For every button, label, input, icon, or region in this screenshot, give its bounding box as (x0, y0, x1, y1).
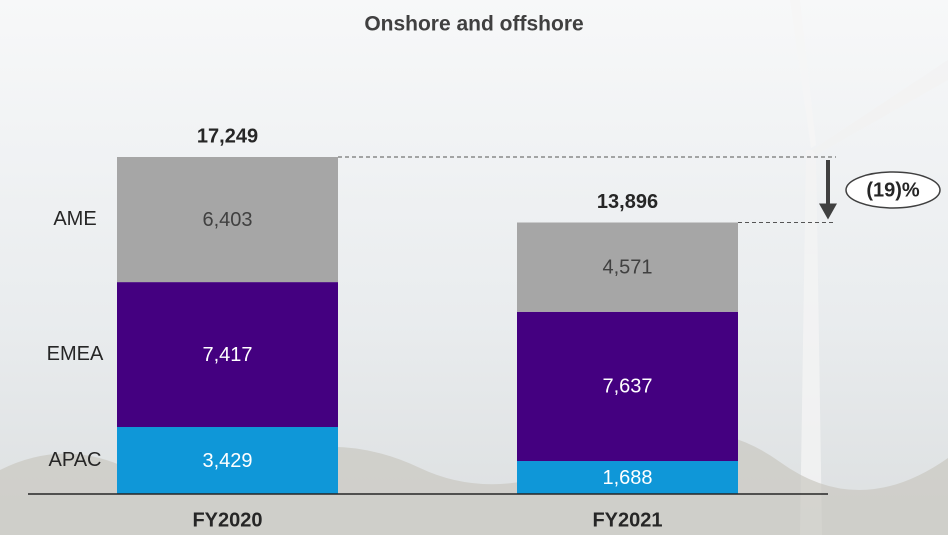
bar-segment (117, 427, 338, 494)
value-label: 1,688 (602, 467, 652, 489)
category-label: FY2021 (592, 509, 662, 531)
series-label: EMEA (47, 343, 104, 365)
total-label: 17,249 (197, 125, 258, 147)
chart-title: Onshore and offshore (364, 13, 583, 36)
turbine (790, 0, 948, 535)
annotation-bubble (845, 171, 941, 209)
category-label: FY2020 (192, 509, 262, 531)
bar-segment (117, 282, 338, 428)
value-label: 7,637 (602, 376, 652, 398)
annotation: (19)% (866, 179, 920, 201)
bar-segment (517, 311, 738, 462)
value-label: 7,417 (202, 344, 252, 366)
value-label: 6,403 (202, 209, 252, 231)
value-label: 3,429 (202, 450, 252, 472)
value-label: 4,571 (602, 256, 652, 278)
bar-segment (517, 222, 738, 312)
total-label: 13,896 (597, 191, 658, 213)
series-label: APAC (49, 449, 102, 471)
change-arrowhead (819, 203, 837, 220)
bar-segment (517, 461, 738, 494)
bar-segment (117, 157, 338, 283)
series-label: AME (53, 208, 96, 230)
